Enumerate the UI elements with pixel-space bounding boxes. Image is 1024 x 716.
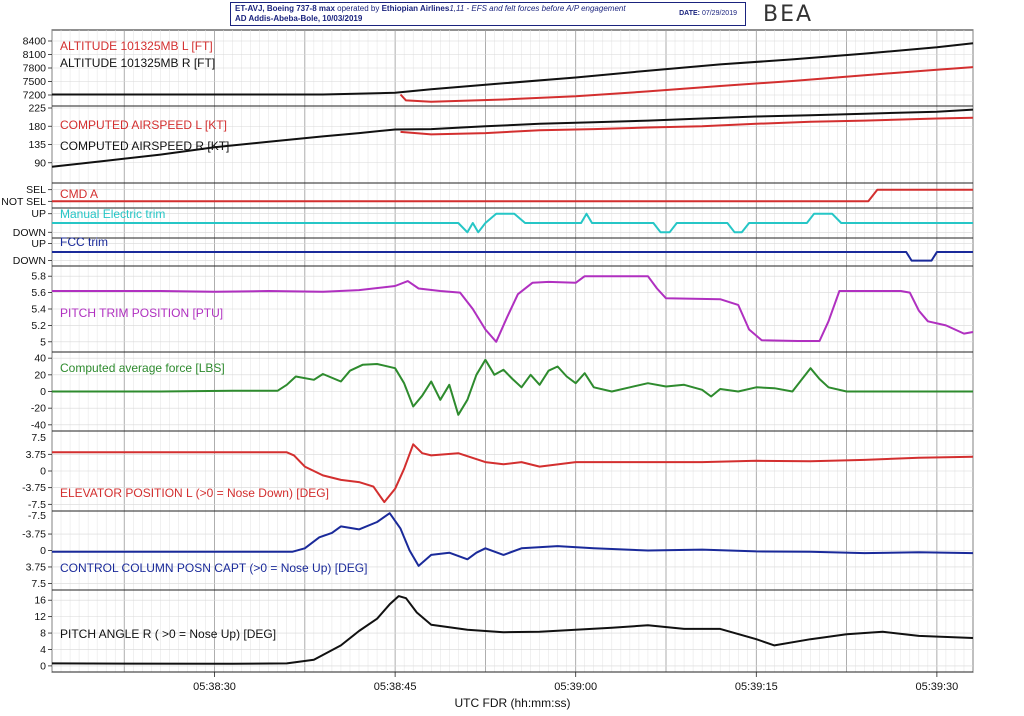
report-title-line: ET-AVJ, Boeing 737-8 max operated by Eth… [235,4,626,13]
series-line-control-column-posn-capt-0-nose-up-deg [52,512,974,567]
y-tick-label: 40 [34,353,46,365]
y-tick-label: SEL [26,184,46,196]
series-line-computed-airspeed-l-kt [400,116,974,136]
x-tick-label: 05:39:00 [554,681,597,693]
y-tick-label: -3.75 [22,482,46,494]
figure-caption: 1,11 - EFS and felt forces before A/P en… [449,4,626,13]
y-tick-label: -7.5 [28,499,46,511]
y-tick-label: 0 [40,466,46,478]
series-label-cmd-a: CMD A [60,187,98,201]
date-value: 07/29/2019 [701,10,737,17]
report-header: ET-AVJ, Boeing 737-8 max operated by Eth… [230,2,746,26]
series-line-cmd-a [52,188,973,203]
y-tick-label: 20 [34,369,46,381]
y-tick-label: 7.5 [31,432,46,444]
date-label: DATE: [679,10,700,17]
panel-pitch_trim: 5 5.2 5.4 5.6 5.8 PITCH TRIM POSITION [PTU] [31,271,974,353]
y-tick-label: 180 [28,121,46,133]
series-line-altitude-101325mb-l-ft [399,66,974,103]
y-tick-label: 5.2 [31,320,46,332]
series-line-pitch-angle-r-0-nose-up-deg [51,595,974,665]
y-tick-label: 5.6 [31,287,46,299]
y-tick-label: UP [31,208,46,220]
series-line-elevator-position-l-0-nose-down-deg [52,443,974,504]
y-tick-label: 8 [40,628,46,640]
report-date: DATE: 07/29/2019 [679,10,737,17]
y-tick-label: 8100 [23,49,47,61]
y-tick-label: -7.5 [28,510,46,522]
series-label-altitude-101325mb-l-ft: ALTITUDE 101325MB L [FT] [60,39,213,53]
series-line-computed-average-force-lbs [52,358,973,416]
series-label-pitch-angle-r-0-nose-up-deg: PITCH ANGLE R ( >0 = Nose Up) [DEG] [60,627,276,641]
y-tick-label: 5.8 [31,271,46,283]
y-tick-label: NOT SEL [1,196,46,208]
panel-fcc_trim: UP DOWN FCC trim [13,235,973,267]
x-tick-label: 05:39:30 [915,681,958,693]
series-label-computed-airspeed-r-kt: COMPUTED AIRSPEED R [KT] [60,139,229,153]
panel-elevator: 3.75 0 -3.75 -7.5 -3.75 0 3.75 7.5 -7.5 7.5 CONTRO… [22,432,974,591]
series-label-computed-airspeed-l-kt: COMPUTED AIRSPEED L [KT] [60,118,227,132]
y-tick-label: 0 [40,660,46,672]
panel-force: -40 -20 0 20 40 Computed average force [LBS] [31,353,973,432]
series-label-control-column-posn-capt-0-nose-up-deg: CONTROL COLUMN POSN CAPT (>0 = Nose Up) … [60,561,367,575]
series-line-altitude-101325mb-r-ft [52,42,974,96]
series-label-pitch-trim-position-ptu: PITCH TRIM POSITION [PTU] [60,306,223,320]
y-tick-label: -20 [31,403,46,415]
y-tick-label: 7200 [23,90,47,102]
series-line-manual-electric-trim [52,212,973,234]
series-label-elevator-position-l-0-nose-down-deg: ELEVATOR POSITION L (>0 = Nose Down) [DE… [60,486,329,500]
y-tick-label: 4 [40,644,46,656]
operated-by: operated by [334,4,382,13]
y-tick-label: 5 [40,336,46,348]
y-tick-label: 0 [40,386,46,398]
x-tick-label: 05:39:15 [735,681,778,693]
x-axis: 05:38:30 05:38:45 05:39:00 05:39:15 05:39:30… [193,672,958,710]
y-tick-label: 3.75 [26,561,47,573]
y-tick-label: 5.4 [31,304,46,316]
grid [51,30,974,672]
series-line-fcc-trim [52,251,973,262]
x-tick-label: 05:38:45 [374,681,417,693]
y-tick-label: 90 [34,157,46,169]
series-label-manual-electric-trim: Manual Electric trim [60,207,165,221]
aircraft-id: ET-AVJ, Boeing 737-8 max [235,4,335,13]
y-tick-label: DOWN [13,227,46,239]
y-tick-label: 7500 [23,76,47,88]
y-tick-label: DOWN [13,255,46,267]
panel-elec_trim: UP DOWN Manual Electric trim [13,207,973,239]
series-label-altitude-101325mb-r-ft: ALTITUDE 101325MB R [FT] [60,56,215,70]
y-tick-label: 3.75 [26,449,47,461]
panel-pitch: 0 4 8 12 16 PITCH ANGLE R ( >0 = Nose Up) [DE… [34,595,974,673]
y-tick-label: 16 [34,595,46,607]
y-tick-label: 135 [28,139,46,151]
y-tick-label: 12 [34,611,46,623]
panel-airspeed: 90 135 180 225 COMPUTED AIRSPEED L [KT] COMPU… [28,103,974,184]
y-tick-label: -3.75 [22,529,46,541]
airport-date-line: AD Addis-Abeba-Bole, 10/03/2019 [235,14,363,23]
y-tick-label: UP [31,238,46,250]
series-line-pitch-trim-position-ptu [52,275,974,343]
bea-logo: BEA [763,2,814,27]
y-tick-label: 7.5 [31,578,46,590]
y-tick-label: 7800 [23,63,47,75]
y-tick-label: 225 [28,103,46,115]
x-axis-label: UTC FDR (hh:mm:ss) [455,696,571,710]
y-tick-label: 8400 [23,36,47,48]
series-line-computed-airspeed-r-kt [51,108,974,168]
x-tick-label: 05:38:30 [193,681,236,693]
series-label-fcc-trim: FCC trim [60,235,108,249]
series-label-computed-average-force-lbs: Computed average force [LBS] [60,361,225,375]
y-tick-label: -40 [31,419,46,431]
airline-name: Ethiopian Airlines [381,4,450,13]
y-tick-label: 0 [40,545,46,557]
